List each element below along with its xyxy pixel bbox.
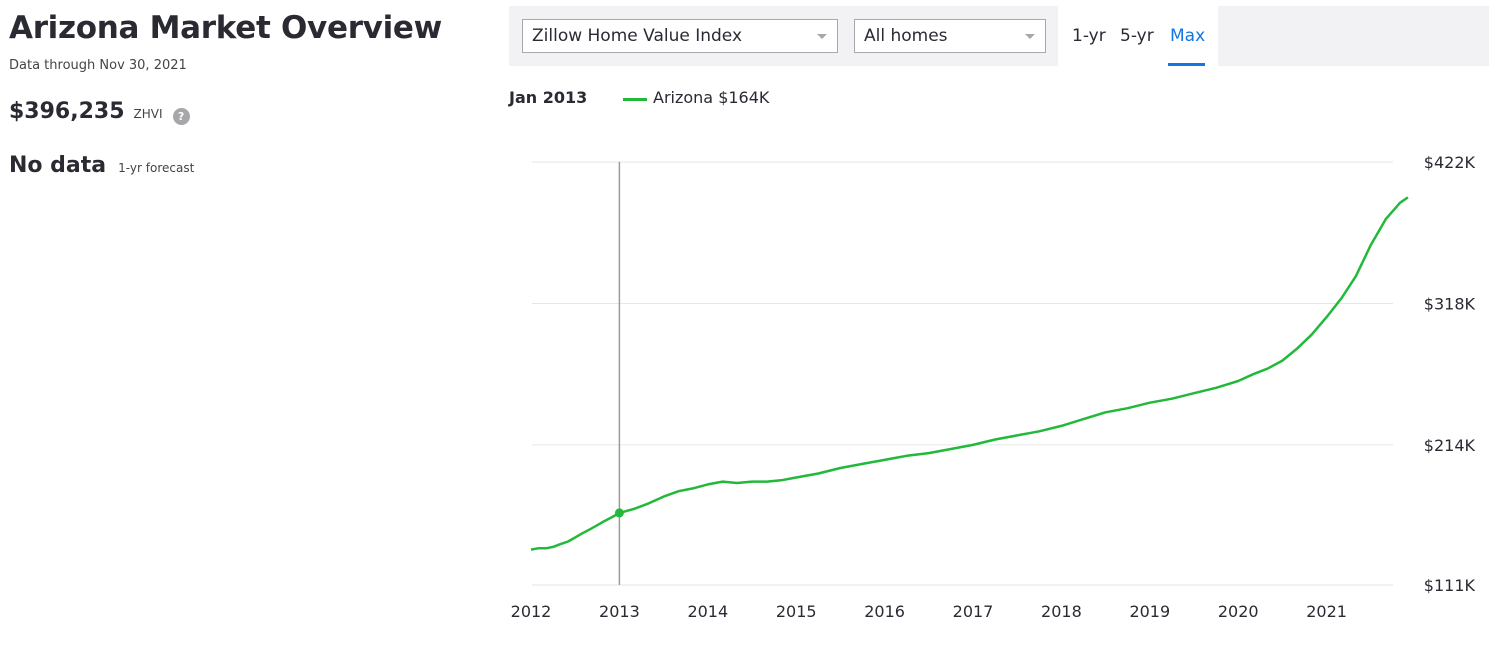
zhvi-value: $396,235: [9, 99, 125, 124]
x-tick-label: 2016: [864, 602, 905, 621]
x-tick-label: 2017: [953, 602, 994, 621]
home-type-select[interactable]: All homes: [854, 19, 1046, 53]
forecast-label: 1-yr forecast: [118, 161, 195, 175]
x-tick-label: 2012: [511, 602, 552, 621]
x-tick-label: 2020: [1218, 602, 1259, 621]
zhvi-summary: $396,235 ZHVI ?: [9, 99, 190, 125]
y-tick-label: $318K: [1424, 294, 1476, 313]
data-through-date: Data through Nov 30, 2021: [9, 58, 187, 73]
x-tick-label: 2015: [776, 602, 817, 621]
x-tick-label: 2014: [687, 602, 728, 621]
range-tab-1-yr[interactable]: 1-yr: [1072, 26, 1106, 46]
x-tick-label: 2021: [1306, 602, 1347, 621]
y-axis-labels: $111K $214K $318K $422K: [1424, 153, 1476, 595]
series-line-arizona: [530, 196, 1409, 551]
chevron-down-icon: [817, 34, 827, 39]
highlight-point: [614, 508, 624, 518]
time-range-tabs: [1058, 6, 1218, 66]
legend-date: Jan 2013: [509, 88, 588, 107]
series-layer: [530, 196, 1409, 551]
active-tab-underline: [1168, 63, 1205, 66]
x-tick-label: 2013: [599, 602, 640, 621]
legend-swatch: [623, 98, 647, 101]
help-icon[interactable]: ?: [172, 108, 190, 125]
home-type-select-value: All homes: [864, 26, 948, 46]
zhvi-label: ZHVI: [133, 107, 163, 121]
x-tick-label: 2018: [1041, 602, 1082, 621]
grid-layer: [532, 161, 1393, 586]
y-tick-label: $214K: [1424, 436, 1476, 455]
forecast-summary: No data 1-yr forecast: [9, 153, 194, 178]
x-axis-labels: 2012 2013 2014 2015 2016 2017 2018 2019 2020 2021: [511, 602, 1347, 621]
chart-controls-bar: Zillow Home Value Index All homes 1-yr 5…: [509, 6, 1489, 66]
metric-select[interactable]: Zillow Home Value Index: [522, 19, 838, 53]
page-title: Arizona Market Overview: [9, 10, 442, 46]
range-tab-5-yr[interactable]: 5-yr: [1120, 26, 1154, 46]
y-tick-label: $422K: [1424, 153, 1476, 172]
legend-series-label: Arizona $164K: [653, 88, 770, 107]
range-tab-max[interactable]: Max: [1170, 26, 1206, 46]
chevron-down-icon: [1025, 34, 1035, 39]
forecast-value: No data: [9, 153, 107, 178]
y-tick-label: $111K: [1424, 576, 1476, 595]
metric-select-value: Zillow Home Value Index: [532, 26, 743, 46]
x-tick-label: 2019: [1129, 602, 1170, 621]
